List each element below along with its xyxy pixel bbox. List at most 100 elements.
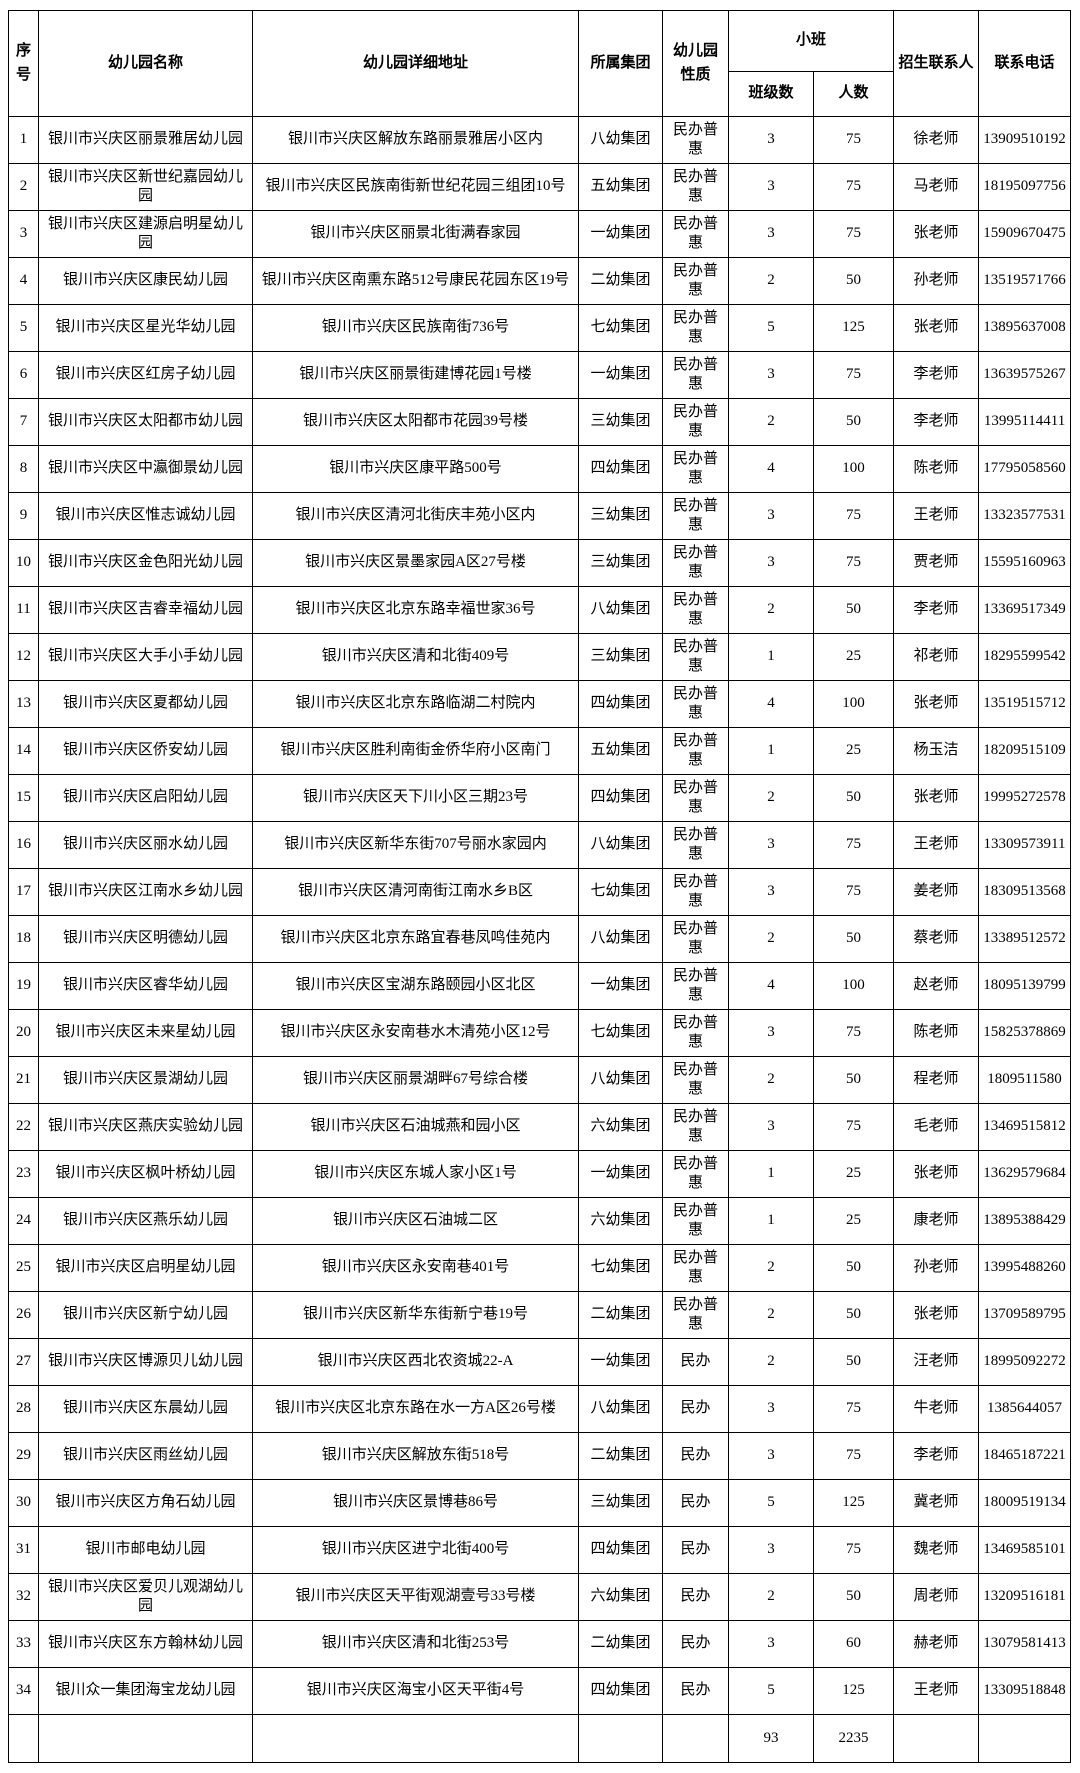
cell-class-count: 4 (728, 680, 814, 728)
cell-group: 一幼集团 (578, 210, 663, 258)
cell-contact: 祁老师 (893, 633, 980, 681)
cell-address: 银川市兴庆区天下川小区三期23号 (252, 774, 579, 822)
header-nature: 幼儿园性质 (662, 10, 729, 117)
cell-class-count: 2 (728, 398, 814, 446)
cell-phone: 13369517349 (978, 586, 1072, 634)
cell-group: 七幼集团 (578, 868, 663, 916)
cell-contact: 贾老师 (893, 539, 980, 587)
cell-group: 八幼集团 (578, 1385, 663, 1433)
cell-group: 七幼集团 (578, 1244, 663, 1292)
cell-seq: 3 (8, 210, 39, 258)
totals-nature-cell (662, 1714, 729, 1763)
cell-contact: 孙老师 (893, 1244, 980, 1292)
cell-seq: 27 (8, 1338, 39, 1386)
cell-contact: 魏老师 (893, 1526, 980, 1574)
cell-nature: 民办 (662, 1573, 729, 1621)
cell-phone: 13389512572 (978, 915, 1072, 963)
cell-address: 银川市兴庆区民族南街新世纪花园三组团10号 (252, 163, 579, 211)
table-row: 17 银川市兴庆区江南水乡幼儿园 银川市兴庆区清河南街江南水乡B区 七幼集团 民办普惠 3… (8, 868, 1072, 916)
cell-nature: 民办普惠 (662, 1056, 729, 1104)
cell-student-count: 50 (812, 1291, 895, 1339)
table-row: 22 银川市兴庆区燕庆实验幼儿园 银川市兴庆区石油城燕和园小区 六幼集团 民办普惠 3 75… (8, 1103, 1072, 1151)
cell-phone: 13895637008 (978, 304, 1072, 352)
cell-phone: 13995114411 (978, 398, 1072, 446)
cell-class-count: 3 (728, 1103, 814, 1151)
cell-seq: 1 (8, 116, 39, 164)
cell-seq: 13 (8, 680, 39, 728)
cell-phone: 13629579684 (978, 1150, 1072, 1198)
header-class-count: 班级数 (728, 71, 814, 117)
cell-nature: 民办普惠 (662, 680, 729, 728)
cell-address: 银川市兴庆区清和北街409号 (252, 633, 579, 681)
cell-contact: 李老师 (893, 586, 980, 634)
cell-seq: 23 (8, 1150, 39, 1198)
cell-group: 一幼集团 (578, 1338, 663, 1386)
cell-group: 五幼集团 (578, 163, 663, 211)
cell-kindergarten-name: 银川市兴庆区江南水乡幼儿园 (38, 868, 253, 916)
cell-seq: 4 (8, 257, 39, 305)
cell-nature: 民办普惠 (662, 492, 729, 540)
cell-class-count: 2 (728, 1291, 814, 1339)
cell-nature: 民办普惠 (662, 539, 729, 587)
cell-contact: 马老师 (893, 163, 980, 211)
table-row: 19 银川市兴庆区睿华幼儿园 银川市兴庆区宝湖东路颐园小区北区 一幼集团 民办普惠 4 10… (8, 962, 1072, 1010)
cell-nature: 民办 (662, 1385, 729, 1433)
cell-class-count: 3 (728, 492, 814, 540)
cell-seq: 18 (8, 915, 39, 963)
cell-seq: 25 (8, 1244, 39, 1292)
totals-group-cell (578, 1714, 663, 1763)
cell-contact: 王老师 (893, 1667, 980, 1715)
cell-contact: 张老师 (893, 680, 980, 728)
header-group: 所属集团 (578, 10, 663, 117)
cell-kindergarten-name: 银川市兴庆区启阳幼儿园 (38, 774, 253, 822)
cell-student-count: 75 (812, 210, 895, 258)
table-row: 25 银川市兴庆区启明星幼儿园 银川市兴庆区永安南巷401号 七幼集团 民办普惠 2 50 孙… (8, 1244, 1072, 1292)
table-row: 5 银川市兴庆区星光华幼儿园 银川市兴庆区民族南街736号 七幼集团 民办普惠 5 125 张… (8, 304, 1072, 352)
totals-class-count: 93 (728, 1714, 814, 1763)
cell-contact: 赫老师 (893, 1620, 980, 1668)
cell-student-count: 50 (812, 1056, 895, 1104)
cell-address: 银川市兴庆区清和北街253号 (252, 1620, 579, 1668)
cell-address: 银川市兴庆区进宁北街400号 (252, 1526, 579, 1574)
cell-nature: 民办普惠 (662, 1291, 729, 1339)
cell-phone: 18995092272 (978, 1338, 1072, 1386)
cell-phone: 13309573911 (978, 821, 1072, 869)
table-row: 24 银川市兴庆区燕乐幼儿园 银川市兴庆区石油城二区 六幼集团 民办普惠 1 25 康老师 13… (8, 1197, 1072, 1245)
header-seq: 序号 (8, 10, 39, 117)
table-row: 13 银川市兴庆区夏都幼儿园 银川市兴庆区北京东路临湖二村院内 四幼集团 民办普惠 4 10… (8, 680, 1072, 728)
cell-class-count: 1 (728, 1150, 814, 1198)
cell-phone: 18095139799 (978, 962, 1072, 1010)
cell-nature: 民办普惠 (662, 727, 729, 775)
cell-address: 银川市兴庆区新华东街707号丽水家园内 (252, 821, 579, 869)
cell-kindergarten-name: 银川市兴庆区未来星幼儿园 (38, 1009, 253, 1057)
cell-class-count: 2 (728, 915, 814, 963)
cell-phone: 17795058560 (978, 445, 1072, 493)
header-row-sub: 班级数 人数 (9, 71, 1071, 117)
totals-contact-cell (893, 1714, 980, 1763)
cell-group: 四幼集团 (578, 680, 663, 728)
totals-phone-cell (978, 1714, 1072, 1763)
table-row: 20 银川市兴庆区未来星幼儿园 银川市兴庆区永安南巷水木清苑小区12号 七幼集团 民办普… (8, 1009, 1072, 1057)
cell-student-count: 50 (812, 774, 895, 822)
cell-contact: 杨玉洁 (893, 727, 980, 775)
cell-address: 银川市兴庆区解放东街518号 (252, 1432, 579, 1480)
cell-student-count: 75 (812, 1103, 895, 1151)
table-row: 16 银川市兴庆区丽水幼儿园 银川市兴庆区新华东街707号丽水家园内 八幼集团 民办普惠… (8, 821, 1072, 869)
table-row: 21 银川市兴庆区景湖幼儿园 银川市兴庆区丽景湖畔67号综合楼 八幼集团 民办普惠 2 50… (8, 1056, 1072, 1104)
cell-nature: 民办普惠 (662, 633, 729, 681)
header-student-count: 人数 (812, 71, 895, 117)
cell-contact: 王老师 (893, 821, 980, 869)
cell-contact: 王老师 (893, 492, 980, 540)
cell-seq: 2 (8, 163, 39, 211)
cell-class-count: 3 (728, 1385, 814, 1433)
cell-contact: 汪老师 (893, 1338, 980, 1386)
cell-kindergarten-name: 银川市兴庆区东方翰林幼儿园 (38, 1620, 253, 1668)
cell-contact: 张老师 (893, 1291, 980, 1339)
cell-nature: 民办 (662, 1479, 729, 1527)
header-phone: 联系电话 (978, 10, 1072, 117)
cell-class-count: 2 (728, 774, 814, 822)
cell-kindergarten-name: 银川市兴庆区新世纪嘉园幼儿园 (38, 163, 253, 211)
cell-student-count: 50 (812, 1338, 895, 1386)
cell-student-count: 75 (812, 868, 895, 916)
cell-nature: 民办普惠 (662, 1244, 729, 1292)
